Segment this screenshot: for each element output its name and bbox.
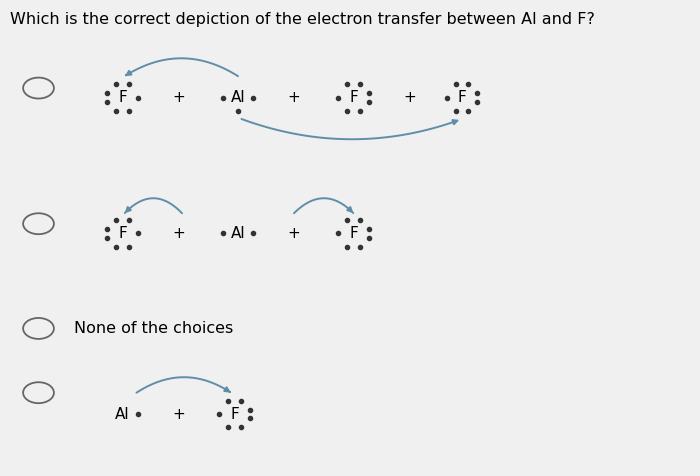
Text: None of the choices: None of the choices	[74, 321, 232, 336]
Text: Which is the correct depiction of the electron transfer between Al and F?: Which is the correct depiction of the el…	[10, 12, 596, 27]
Text: +: +	[403, 90, 416, 105]
Text: +: +	[288, 226, 300, 241]
Text: F: F	[349, 226, 358, 241]
Text: +: +	[172, 90, 185, 105]
Text: Al: Al	[231, 226, 245, 241]
Text: F: F	[458, 90, 466, 105]
Text: F: F	[118, 90, 127, 105]
Text: F: F	[230, 407, 239, 422]
Text: Al: Al	[231, 90, 245, 105]
Text: Al: Al	[116, 407, 130, 422]
Text: +: +	[172, 226, 185, 241]
Text: F: F	[349, 90, 358, 105]
Text: +: +	[172, 407, 185, 422]
Text: F: F	[118, 226, 127, 241]
Text: +: +	[288, 90, 300, 105]
